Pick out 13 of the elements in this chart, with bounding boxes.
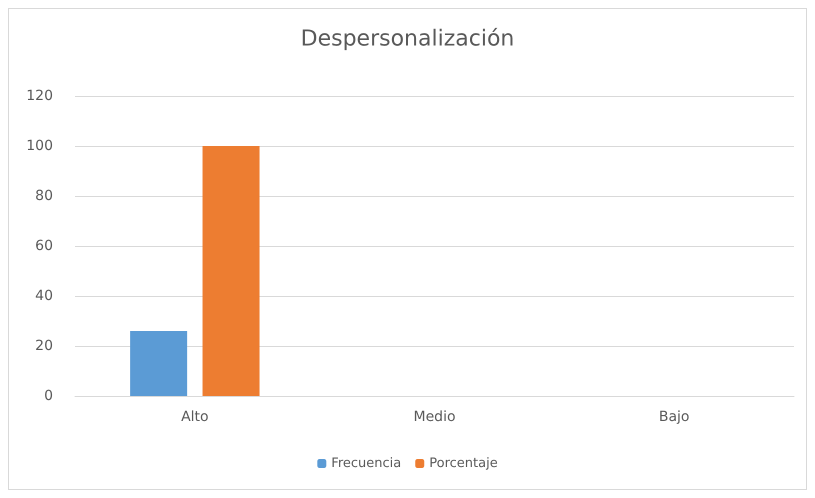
legend-label: Porcentaje <box>429 456 498 471</box>
x-tick-label: Alto <box>181 409 209 425</box>
y-tick-label: 120 <box>26 88 53 104</box>
chart-title: Despersonalización <box>300 26 514 52</box>
y-tick-label: 40 <box>35 288 53 304</box>
y-tick-label: 20 <box>35 338 53 354</box>
x-tick-label: Medio <box>413 409 456 425</box>
y-tick-label: 0 <box>44 388 53 404</box>
x-tick-label: Bajo <box>658 409 690 425</box>
y-tick-label: 80 <box>35 188 53 204</box>
y-tick-label: 100 <box>26 138 53 154</box>
legend-label: Frecuencia <box>331 456 402 471</box>
y-tick-label: 60 <box>35 238 53 254</box>
